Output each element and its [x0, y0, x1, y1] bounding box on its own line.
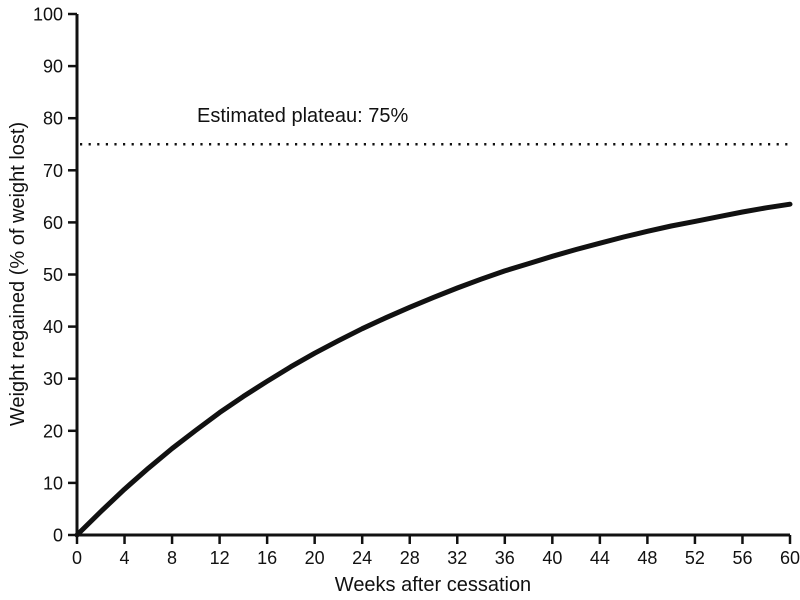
y-tick-label: 100	[33, 5, 63, 25]
x-tick-label: 44	[590, 548, 610, 568]
y-tick-label: 60	[43, 213, 63, 233]
y-tick-label: 40	[43, 317, 63, 337]
y-tick-label: 0	[53, 526, 63, 546]
x-tick-label: 60	[780, 548, 800, 568]
x-tick-label: 8	[167, 548, 177, 568]
axis-spines	[75, 14, 790, 537]
y-tick-label: 70	[43, 161, 63, 181]
weight-regained-curve	[74, 201, 793, 538]
x-tick-label: 0	[72, 548, 82, 568]
x-tick-label: 24	[352, 548, 372, 568]
y-tick-label: 50	[43, 265, 63, 285]
y-tick-label: 80	[43, 109, 63, 129]
x-tick-label: 12	[210, 548, 230, 568]
x-tick-label: 32	[447, 548, 467, 568]
y-tick-label: 10	[43, 473, 63, 493]
x-tick-label: 56	[732, 548, 752, 568]
x-tick-label: 52	[685, 548, 705, 568]
x-tick-label: 28	[400, 548, 420, 568]
y-tick-label: 90	[43, 57, 63, 77]
x-tick-label: 20	[305, 548, 325, 568]
x-tick-label: 16	[257, 548, 277, 568]
y-tick-label: 30	[43, 369, 63, 389]
x-tick-label: 36	[495, 548, 515, 568]
y-axis-title: Weight regained (% of weight lost)	[7, 122, 29, 426]
x-tick-label: 4	[120, 548, 130, 568]
x-axis-title: Weeks after cessation	[335, 574, 531, 596]
plateau-annotation-label: Estimated plateau: 75%	[197, 105, 408, 127]
x-tick-label: 40	[542, 548, 562, 568]
y-tick-label: 20	[43, 421, 63, 441]
x-tick-label: 48	[637, 548, 657, 568]
